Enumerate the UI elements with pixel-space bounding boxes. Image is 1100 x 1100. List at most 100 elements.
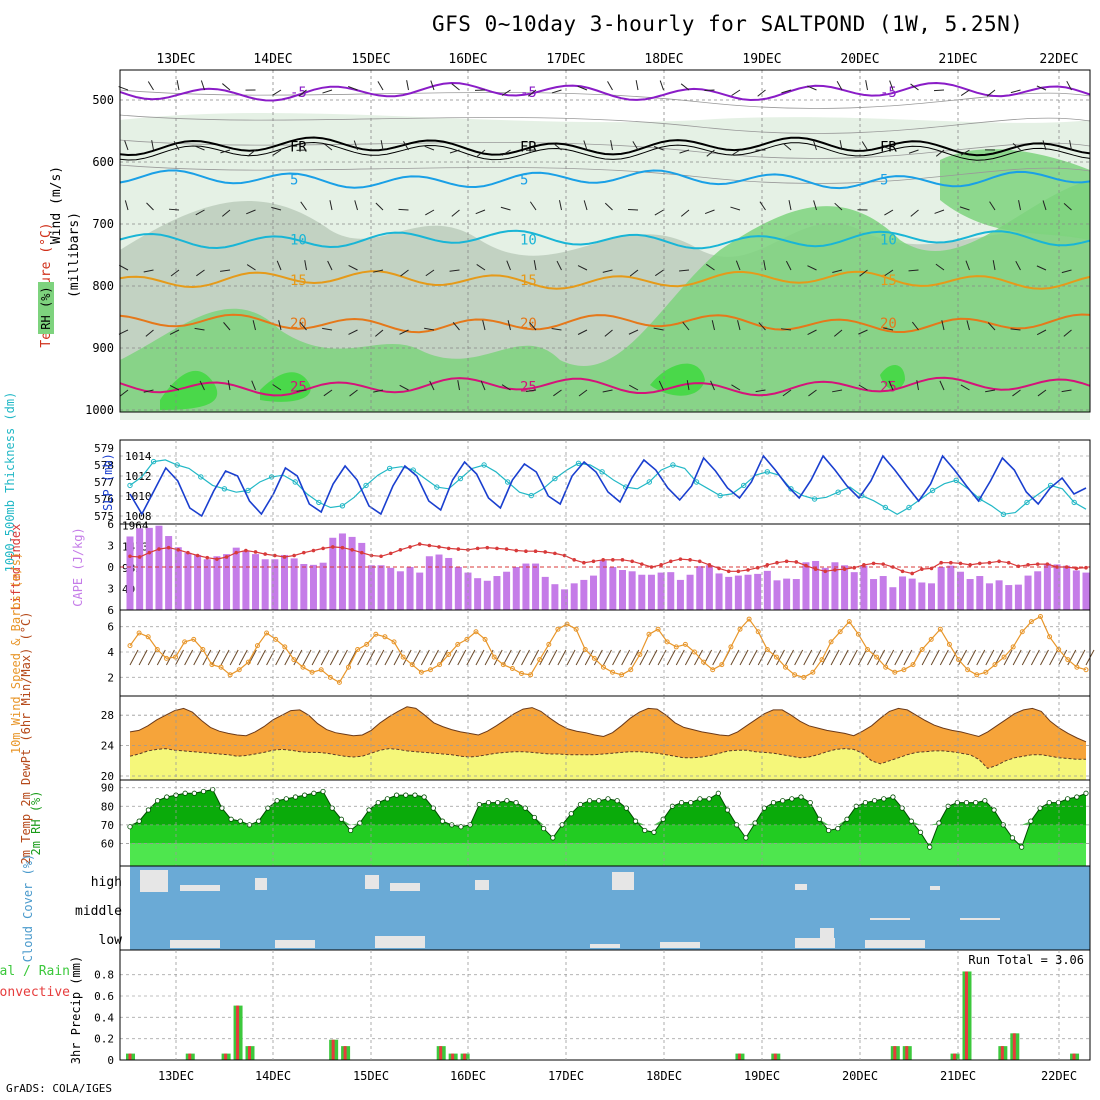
- lifted-marker: [862, 563, 866, 567]
- lifted-marker: [340, 545, 345, 550]
- cape-bar: [1014, 584, 1022, 610]
- rh-marker: [348, 827, 354, 834]
- cape-tick-label: 1473: [122, 541, 149, 554]
- rh-marker: [917, 829, 924, 835]
- wind-barb-10m: [894, 649, 904, 666]
- wind-barb: [143, 269, 154, 273]
- wind-barb: [731, 89, 741, 96]
- wind-barb: [884, 269, 894, 277]
- rh-marker: [715, 790, 721, 796]
- wind-barb-10m: [1076, 649, 1086, 666]
- bottom-date-label: 13DEC: [158, 1069, 194, 1083]
- thickness-marker: [434, 484, 440, 490]
- wind-barb-10m: [175, 649, 184, 666]
- cape-bar: [445, 557, 453, 610]
- wind-barb-10m: [666, 649, 676, 666]
- top-date-label: 16DEC: [448, 52, 487, 67]
- rh-base-band: [130, 843, 1086, 866]
- wind-speed-marker: [218, 664, 224, 670]
- wind-barb: [194, 327, 205, 331]
- wind-barb: [399, 384, 409, 391]
- cape-bar: [763, 570, 771, 610]
- wind-barb: [329, 200, 333, 211]
- wind-barb: [783, 143, 792, 151]
- cape-bar: [570, 583, 578, 610]
- wind-barb-10m: [229, 649, 239, 666]
- isotherm-line: [119, 141, 1091, 161]
- wind-barb: [168, 208, 180, 211]
- wind-barb-10m: [921, 649, 931, 666]
- cape-bar: [184, 552, 192, 610]
- cape-bar: [358, 542, 366, 610]
- rh-marker: [458, 824, 464, 830]
- cloud-label-high: high: [91, 875, 122, 890]
- slp-line: [129, 454, 1087, 518]
- wind-speed-line: [129, 615, 1087, 684]
- cape-bar: [783, 578, 791, 610]
- cape-bar: [609, 567, 617, 610]
- top-date-label: 21DEC: [938, 52, 977, 67]
- bottom-date-label: 17DEC: [548, 1069, 584, 1083]
- wind-barb: [476, 264, 486, 271]
- wind-barb: [173, 141, 180, 151]
- wind-speed-marker: [837, 629, 843, 635]
- cape-bar: [319, 562, 327, 610]
- lifted-marker: [417, 542, 422, 546]
- wind-speed-marker: [1028, 619, 1034, 625]
- wind-barb: [169, 385, 180, 391]
- wind-barb: [628, 329, 639, 335]
- wind-barb: [222, 83, 231, 91]
- wind-barb: [124, 140, 129, 151]
- lifted-marker: [514, 548, 519, 553]
- isotherm-label: FR: [520, 140, 537, 156]
- wind-barb: [380, 140, 384, 151]
- wind-speed-marker: [682, 641, 688, 647]
- wind-speed-marker: [300, 664, 306, 670]
- cape-bar: [213, 556, 221, 610]
- wind-barb-10m: [994, 649, 1004, 666]
- wind-barb: [220, 269, 231, 272]
- lifted-marker: [891, 565, 895, 569]
- cape-bar: [561, 589, 569, 610]
- cape-bar: [512, 567, 520, 610]
- wind-barb: [1063, 329, 1072, 337]
- isotherm-label: 20: [880, 316, 897, 332]
- lifted-marker: [1006, 560, 1011, 565]
- wind-barb: [403, 141, 409, 151]
- lifted-marker: [987, 560, 992, 565]
- wind-speed-marker: [391, 639, 397, 645]
- cape-bar: [879, 576, 887, 610]
- wind-barb: [737, 320, 741, 331]
- rh-marker: [577, 801, 584, 808]
- rh-marker: [145, 807, 151, 813]
- cape-bar: [522, 563, 530, 610]
- wind-barb-10m: [857, 649, 867, 666]
- cape-bar: [773, 580, 781, 610]
- wind-barb: [451, 83, 460, 91]
- cloud-bar-middle: [960, 918, 1000, 920]
- lifted-marker: [437, 545, 441, 549]
- rh-marker: [881, 796, 887, 802]
- wind-barb-10m: [593, 649, 603, 666]
- thickness-tick-label: 576: [94, 493, 114, 506]
- wind-speed-marker: [1001, 654, 1007, 660]
- cape-bar: [435, 554, 443, 610]
- cape-bar: [203, 559, 211, 610]
- wind-barb: [300, 201, 307, 211]
- rh-tick-label: 70: [101, 819, 114, 832]
- precip-tick-label: 0.6: [94, 990, 114, 1003]
- wind-barb: [296, 389, 307, 392]
- rh-contour-line: [119, 139, 1091, 159]
- wind-speed-marker: [564, 621, 570, 627]
- lifted-marker: [273, 553, 277, 558]
- lifted-marker: [601, 558, 605, 562]
- cape-bar: [995, 580, 1003, 610]
- isotherm-label: 15: [520, 273, 537, 289]
- rh-marker: [780, 798, 786, 804]
- precip-bar-convective: [343, 1046, 347, 1060]
- lifted-marker: [968, 563, 972, 567]
- lifted-marker: [852, 565, 857, 570]
- wind-speed-marker: [1074, 664, 1080, 670]
- slp-tick-label: 1014: [125, 450, 152, 463]
- rh-marker: [1028, 818, 1034, 824]
